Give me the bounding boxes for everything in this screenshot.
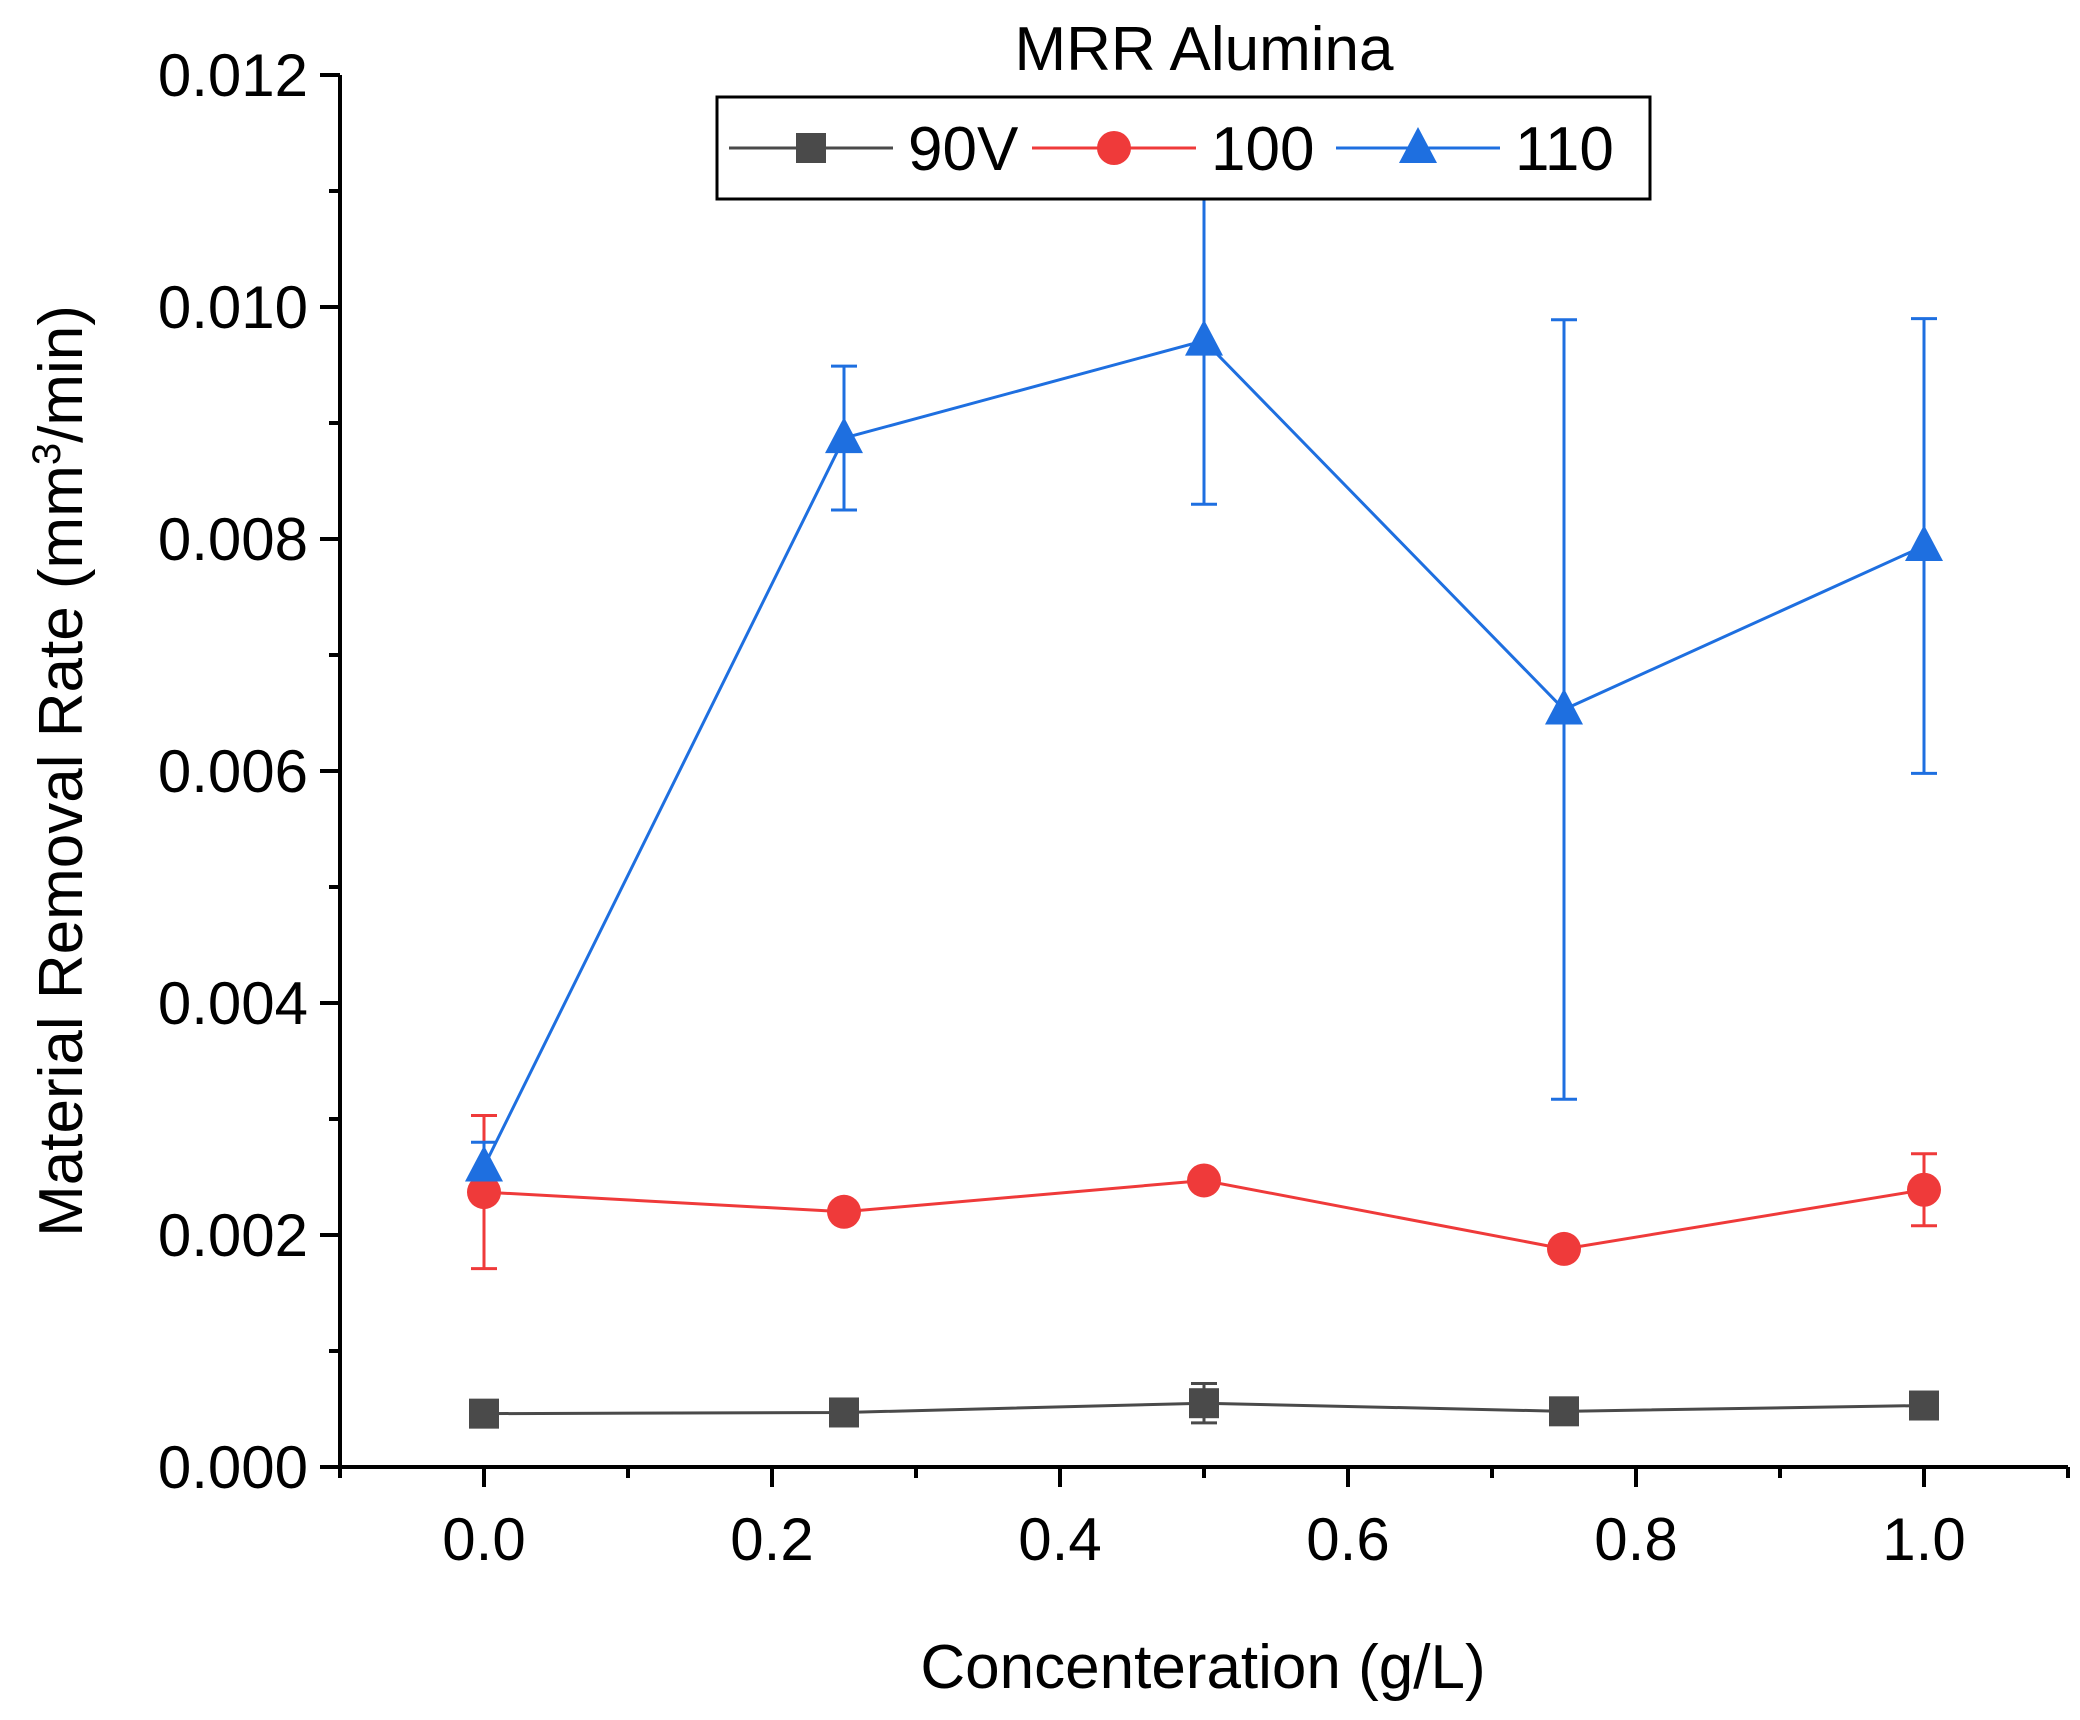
legend-items: 90V 100 110: [729, 115, 1614, 184]
y-tick-label: 0.008: [158, 506, 308, 573]
legend-marker-90v: [796, 133, 826, 163]
data-point-90v: [829, 1397, 859, 1428]
legend-label-110: 110: [1515, 115, 1614, 184]
y-tick-label: 0.000: [158, 1434, 308, 1501]
data-point-100: [1187, 1163, 1221, 1198]
legend-marker-110: [1399, 127, 1437, 163]
data-point-110: [1545, 688, 1583, 725]
data-point-90v: [469, 1398, 499, 1429]
chart-title: MRR Alumina: [1015, 15, 1395, 84]
legend: 90V 100 110: [715, 95, 1652, 201]
data-point-90v: [1549, 1396, 1579, 1427]
x-axis-title: Concenteration (g/L): [920, 1633, 1485, 1702]
x-tick-label: 0.6: [1306, 1506, 1389, 1573]
data-point-90v: [1189, 1388, 1219, 1419]
series-markers: [465, 319, 1943, 1429]
x-tick-label: 1.0: [1882, 1506, 1965, 1573]
error-bars: [471, 175, 1937, 1425]
y-axis-title-main: Material Removal Rate (mm: [27, 465, 96, 1237]
legend-label-90v: 90V: [908, 115, 1019, 184]
y-tick-label: 0.006: [158, 738, 308, 805]
x-tick-label: 0.4: [1018, 1506, 1101, 1573]
x-tick-label: 0.0: [442, 1506, 525, 1573]
legend-marker-100: [1097, 131, 1131, 165]
data-point-90v: [1909, 1390, 1939, 1421]
y-tick-label: 0.010: [158, 274, 308, 341]
y-tick-label: 0.004: [158, 970, 308, 1037]
data-point-110: [465, 1145, 503, 1182]
data-point-110: [1185, 319, 1223, 356]
y-axis-title-superscript: 3: [25, 443, 69, 465]
y-axis-title: Material Removal Rate (mm3/min): [25, 305, 96, 1237]
data-point-110: [825, 417, 863, 454]
y-axis-title-end: /min): [27, 305, 96, 443]
data-point-100: [1547, 1231, 1581, 1266]
data-point-100: [827, 1194, 861, 1229]
y-tick-label: 0.002: [158, 1202, 308, 1269]
y-ticks: 0.000 0.002 0.004 0.006 0.008 0.010 0.012: [158, 42, 340, 1501]
data-point-110: [1905, 524, 1943, 561]
x-ticks: 0.0 0.2 0.4 0.6 0.8 1.0: [338, 1467, 2070, 1573]
data-point-100: [1907, 1172, 1941, 1207]
x-tick-label: 0.8: [1594, 1506, 1677, 1573]
x-tick-label: 0.2: [730, 1506, 813, 1573]
legend-label-100: 100: [1211, 115, 1314, 184]
y-tick-label: 0.012: [158, 42, 308, 109]
data-point-100: [467, 1175, 501, 1210]
